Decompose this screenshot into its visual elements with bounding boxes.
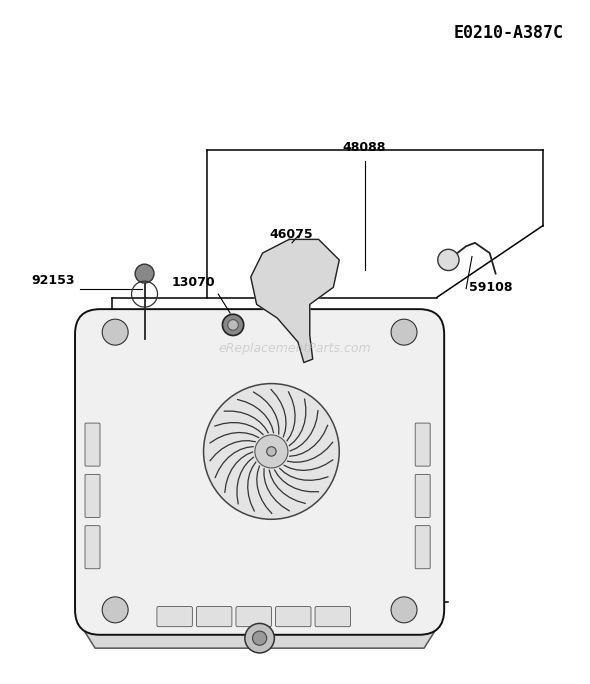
Polygon shape [251, 239, 339, 363]
Text: 92153: 92153 [31, 274, 75, 287]
FancyBboxPatch shape [85, 526, 100, 568]
Circle shape [102, 319, 128, 345]
Circle shape [391, 319, 417, 345]
Circle shape [228, 319, 238, 330]
Circle shape [204, 384, 339, 519]
Circle shape [253, 631, 267, 645]
FancyBboxPatch shape [415, 475, 430, 517]
Circle shape [438, 249, 459, 271]
Text: 46075: 46075 [269, 228, 313, 241]
FancyBboxPatch shape [196, 607, 232, 627]
Text: 48088: 48088 [343, 141, 386, 154]
Text: E0210-A387C: E0210-A387C [454, 24, 563, 42]
Text: 59108: 59108 [469, 280, 513, 294]
Circle shape [255, 435, 288, 468]
Text: eReplacementParts.com: eReplacementParts.com [219, 342, 371, 356]
Circle shape [222, 314, 244, 336]
Circle shape [391, 597, 417, 623]
FancyBboxPatch shape [276, 607, 311, 627]
FancyBboxPatch shape [415, 526, 430, 568]
FancyBboxPatch shape [157, 607, 192, 627]
Polygon shape [83, 629, 436, 648]
FancyBboxPatch shape [75, 309, 444, 635]
Circle shape [245, 623, 274, 653]
Circle shape [102, 597, 128, 623]
FancyBboxPatch shape [85, 423, 100, 466]
FancyBboxPatch shape [236, 607, 271, 627]
FancyBboxPatch shape [415, 423, 430, 466]
FancyBboxPatch shape [315, 607, 350, 627]
Circle shape [267, 447, 276, 456]
FancyBboxPatch shape [85, 475, 100, 517]
Circle shape [135, 264, 154, 283]
Text: 13070: 13070 [172, 276, 215, 289]
